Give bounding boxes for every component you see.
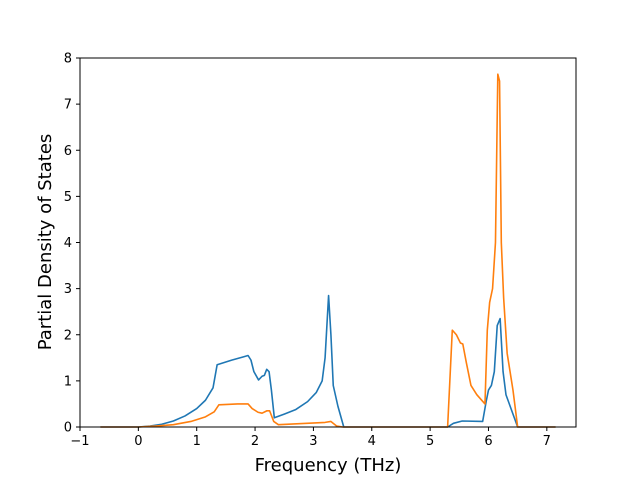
y-axis-label: Partial Density of States: [35, 134, 56, 351]
y-tick-label: 0: [64, 421, 72, 436]
x-tick-label: 7: [543, 434, 551, 449]
y-tick-label: 1: [64, 374, 72, 389]
y-axis-ticks: 0 1 2 3 4 5 6 7 8: [64, 52, 80, 436]
x-axis-label: Frequency (THz): [255, 455, 402, 476]
x-tick-label: 2: [251, 434, 259, 449]
y-tick-label: 4: [64, 236, 72, 251]
x-tick-label: 6: [484, 434, 492, 449]
series-line-1: [100, 294, 556, 428]
y-tick-label: 5: [64, 190, 72, 205]
y-tick-label: 7: [64, 98, 72, 113]
y-tick-label: 8: [64, 52, 72, 67]
y-tick-label: 6: [64, 144, 72, 159]
x-tick-label: 0: [134, 434, 142, 449]
y-tick-label: 2: [64, 328, 72, 343]
x-tick-label: −1: [70, 434, 89, 449]
x-tick-label: 4: [368, 434, 376, 449]
x-tick-label: 5: [426, 434, 434, 449]
x-tick-label: 3: [309, 434, 317, 449]
y-tick-label: 3: [64, 282, 72, 297]
x-axis-ticks: −1 0 1 2 3 4 5 6 7: [70, 427, 551, 449]
x-tick-label: 1: [193, 434, 201, 449]
